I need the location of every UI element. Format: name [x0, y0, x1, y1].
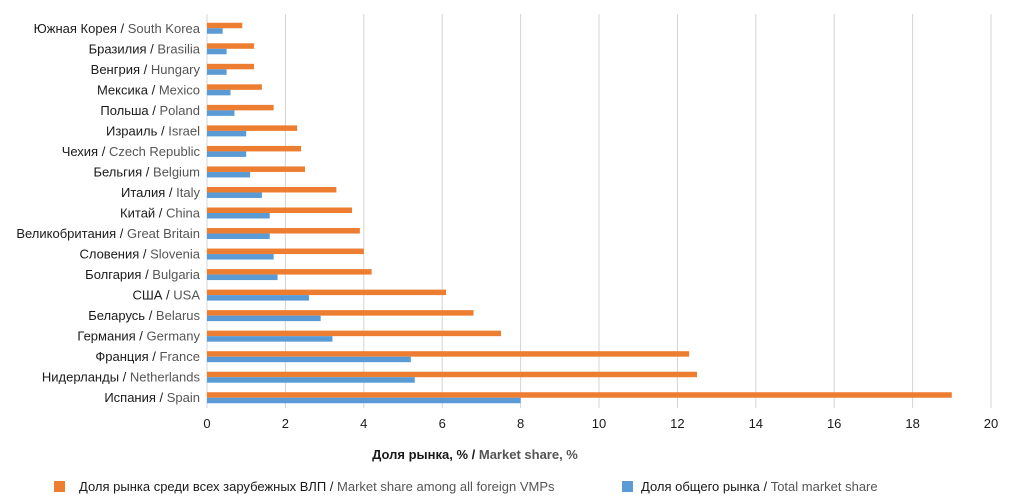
legend: Доля рынка среди всех зарубежных ВЛП / M…: [54, 479, 878, 494]
bar-foreign-vmp-share: [207, 228, 360, 234]
category-label: Польша / Poland: [100, 103, 200, 118]
x-tick-label: 6: [439, 416, 446, 431]
x-tick-label: 12: [670, 416, 684, 431]
bar-foreign-vmp-share: [207, 310, 474, 316]
bar-total-market-share: [207, 151, 247, 157]
bar-total-market-share: [207, 171, 251, 178]
bar-total-market-share: [207, 110, 235, 116]
category-label: Великобритания / Great Britain: [16, 226, 200, 241]
bar-total-market-share: [207, 130, 247, 137]
x-tick-label: 18: [905, 416, 919, 431]
bar-foreign-vmp-share: [207, 63, 255, 70]
x-tick-label: 20: [984, 416, 998, 431]
x-tick-label: 2: [282, 416, 289, 431]
x-tick-label: 14: [749, 416, 763, 431]
x-axis-ticks: 0 2 4 6 8 10 12 14 16 18 20: [203, 416, 998, 431]
category-label: Испания / Spain: [104, 390, 200, 405]
x-tick-label: 8: [517, 416, 524, 431]
legend-label-foreign-vmp: Доля рынка среди всех зарубежных ВЛП / M…: [79, 479, 555, 494]
bar-total-market-share: [207, 89, 231, 96]
bar-total-market-share: [207, 274, 278, 281]
category-label: Болгария / Bulgaria: [85, 267, 201, 282]
category-label: США / USA: [132, 288, 200, 303]
bar-total-market-share: [207, 213, 270, 219]
category-label: Беларусь / Belarus: [88, 308, 200, 323]
bar-foreign-vmp-share: [207, 351, 690, 357]
bar-foreign-vmp-share: [207, 207, 353, 213]
category-label: Китай / China: [120, 206, 201, 221]
bar-total-market-share: [207, 69, 227, 75]
x-tick-label: 16: [827, 416, 841, 431]
bar-total-market-share: [207, 377, 415, 383]
bar-foreign-vmp-share: [207, 248, 364, 255]
category-label: Бразилия / Brasilia: [89, 41, 201, 56]
bar-foreign-vmp-share: [207, 43, 255, 49]
bars: [207, 22, 952, 404]
category-label: Чехия / Czech Republic: [62, 144, 201, 159]
category-label: Южная Корея / South Korea: [34, 21, 201, 36]
category-label: Израиль / Israel: [106, 123, 200, 138]
bar-total-market-share: [207, 28, 223, 34]
bar-foreign-vmp-share: [207, 330, 501, 337]
category-label: Мексика / Mexico: [97, 82, 200, 97]
category-label: Словения / Slovenia: [79, 247, 200, 262]
bar-foreign-vmp-share: [207, 392, 952, 398]
bar-total-market-share: [207, 356, 411, 363]
bar-foreign-vmp-share: [207, 269, 372, 275]
x-tick-label: 0: [203, 416, 210, 431]
bar-total-market-share: [207, 233, 270, 240]
category-label: Нидерланды / Netherlands: [42, 370, 201, 385]
bar-foreign-vmp-share: [207, 104, 274, 111]
category-label: Германия / Germany: [77, 329, 200, 344]
bar-foreign-vmp-share: [207, 186, 337, 193]
category-label: Бельгия / Belgium: [93, 164, 200, 179]
bar-total-market-share: [207, 315, 321, 322]
bar-total-market-share: [207, 336, 333, 342]
bar-foreign-vmp-share: [207, 371, 697, 378]
bar-foreign-vmp-share: [207, 166, 305, 172]
category-labels: Южная Корея / South Korea Бразилия / Bras…: [16, 21, 200, 405]
bar-foreign-vmp-share: [207, 145, 302, 152]
bar-foreign-vmp-share: [207, 84, 262, 90]
bar-total-market-share: [207, 192, 262, 198]
bar-foreign-vmp-share: [207, 22, 243, 29]
category-label: Франция / France: [95, 349, 200, 364]
legend-label-total-market: Доля общего рынка / Total market share: [641, 479, 878, 494]
x-tick-label: 4: [360, 416, 367, 431]
bar-total-market-share: [207, 295, 309, 301]
grid: [206, 14, 992, 408]
category-label: Италия / Italy: [121, 185, 200, 200]
legend-swatch-foreign-vmp: [54, 481, 65, 492]
x-axis-title: Доля рынка, % / Market share, %: [372, 447, 578, 462]
bar-total-market-share: [207, 254, 274, 260]
legend-swatch-total-market: [622, 481, 633, 492]
bar-total-market-share: [207, 397, 521, 404]
x-tick-label: 10: [592, 416, 606, 431]
category-label: Венгрия / Hungary: [91, 62, 201, 77]
bar-foreign-vmp-share: [207, 289, 447, 296]
bar-foreign-vmp-share: [207, 125, 298, 131]
bar-total-market-share: [207, 48, 227, 55]
